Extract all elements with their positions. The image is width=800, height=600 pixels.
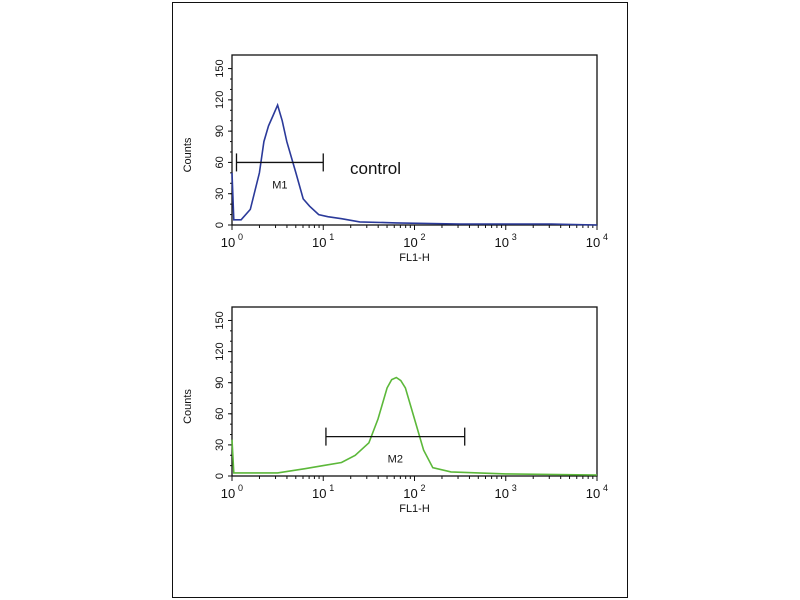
x-tick-exponent: 0: [238, 483, 243, 493]
y-tick-label: 120: [214, 91, 226, 109]
plot-area-border: [231, 306, 598, 477]
x-tick-exponent: 4: [603, 483, 608, 493]
x-tick-label: 10: [403, 235, 417, 250]
histogram-curve: [231, 102, 598, 226]
x-tick-label: 10: [495, 235, 509, 250]
y-tick-label: 30: [214, 439, 226, 451]
x-tick-exponent: 2: [421, 232, 426, 242]
y-tick-label: 60: [214, 156, 226, 168]
x-tick-exponent: 3: [512, 483, 517, 493]
x-tick-label: 10: [221, 486, 235, 501]
marker-label: M1: [272, 179, 287, 191]
y-tick-label: 90: [214, 125, 226, 137]
x-tick-label: 10: [495, 486, 509, 501]
marker-label: M2: [388, 454, 403, 466]
y-axis-label: Counts: [182, 137, 194, 172]
x-tick-label: 10: [312, 235, 326, 250]
y-tick-label: 90: [214, 377, 226, 389]
x-tick-exponent: 0: [238, 232, 243, 242]
y-tick-label: 0: [214, 222, 226, 228]
control-annotation: control: [350, 159, 401, 178]
x-tick-exponent: 4: [603, 232, 608, 242]
x-tick-exponent: 3: [512, 232, 517, 242]
x-axis-label: FL1-H: [399, 503, 430, 515]
y-tick-label: 150: [214, 59, 226, 77]
y-tick-label: 0: [214, 473, 226, 479]
x-tick-exponent: 2: [421, 483, 426, 493]
y-tick-label: 120: [214, 342, 226, 360]
x-tick-exponent: 1: [329, 483, 334, 493]
figure-frame: [172, 2, 628, 598]
y-tick-label: 150: [214, 311, 226, 329]
x-axis-label: FL1-H: [399, 252, 430, 264]
x-tick-label: 10: [586, 486, 600, 501]
y-tick-label: 30: [214, 188, 226, 200]
y-axis-label: Counts: [182, 389, 194, 424]
x-tick-exponent: 1: [329, 232, 334, 242]
x-tick-label: 10: [312, 486, 326, 501]
x-tick-label: 10: [403, 486, 417, 501]
histogram-curve: [231, 376, 598, 476]
y-tick-label: 60: [214, 408, 226, 420]
x-tick-label: 10: [586, 235, 600, 250]
x-tick-label: 10: [221, 235, 235, 250]
